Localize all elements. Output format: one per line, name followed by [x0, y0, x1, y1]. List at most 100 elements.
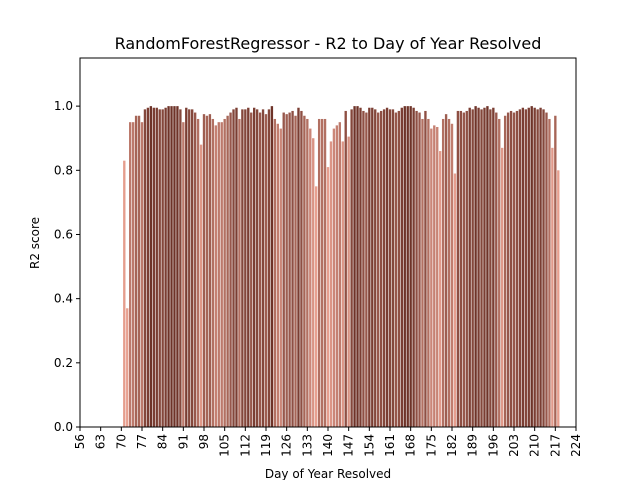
bar — [394, 112, 398, 428]
bar — [554, 115, 557, 427]
bar — [123, 160, 126, 427]
bar — [126, 308, 129, 427]
bar — [188, 109, 191, 428]
bar — [176, 106, 179, 427]
bar — [282, 112, 285, 428]
bar — [557, 170, 560, 427]
bar — [164, 107, 167, 428]
y-tick-label: 0.2 — [54, 356, 73, 370]
bar — [362, 110, 365, 427]
bar — [338, 122, 341, 427]
bar — [129, 122, 132, 427]
bar — [536, 109, 539, 428]
bar — [332, 128, 336, 427]
bar — [545, 112, 548, 428]
bar — [439, 151, 442, 427]
bar — [359, 107, 362, 428]
bar — [229, 112, 232, 428]
bar — [377, 112, 380, 428]
bar — [191, 109, 194, 428]
bar — [170, 106, 173, 427]
bar — [518, 109, 522, 428]
x-tick-label: 175 — [424, 434, 438, 457]
bar — [146, 107, 150, 428]
bar — [533, 107, 536, 428]
bar — [226, 115, 229, 427]
x-tick-label: 224 — [569, 434, 583, 457]
bar — [326, 167, 330, 428]
bar — [143, 109, 147, 428]
bar — [397, 110, 401, 427]
bar — [182, 122, 185, 427]
bar — [173, 106, 176, 427]
bar — [347, 136, 350, 427]
bar — [371, 107, 374, 428]
bar — [300, 110, 303, 427]
bar — [250, 112, 253, 428]
bar — [137, 115, 141, 427]
x-tick-label: 217 — [548, 434, 562, 457]
bar — [223, 118, 226, 428]
bar — [220, 122, 223, 427]
bar — [424, 110, 427, 427]
bar — [208, 114, 212, 428]
bar — [196, 118, 200, 428]
x-tick-label: 161 — [383, 434, 397, 457]
x-tick-label: 203 — [507, 434, 521, 457]
bar — [353, 106, 356, 427]
x-tick-label: 168 — [404, 434, 418, 457]
bar — [480, 109, 483, 428]
bar — [309, 128, 312, 427]
bar — [433, 125, 436, 428]
x-tick-label: 98 — [197, 434, 211, 449]
x-tick-label: 56 — [73, 434, 87, 449]
x-tick-label: 126 — [280, 434, 294, 457]
bar — [539, 107, 542, 428]
bar — [521, 107, 525, 428]
bar — [270, 106, 274, 427]
bar — [495, 112, 498, 428]
bar — [312, 138, 315, 427]
chart-title: RandomForestRegressor - R2 to Day of Yea… — [115, 34, 542, 53]
bar — [155, 107, 158, 428]
bar — [329, 141, 333, 427]
bar — [149, 106, 153, 427]
bar — [276, 123, 279, 427]
bar — [258, 112, 262, 428]
bar — [501, 147, 504, 427]
bar — [542, 109, 545, 428]
bar — [306, 118, 309, 428]
bar — [453, 173, 457, 427]
x-tick-label: 119 — [259, 434, 273, 457]
bar — [551, 147, 554, 427]
bar — [350, 109, 353, 428]
bar — [235, 107, 238, 428]
bar — [368, 107, 371, 428]
bar — [403, 106, 406, 427]
bar — [421, 118, 424, 428]
x-tick-label: 189 — [466, 434, 480, 457]
x-tick-label: 91 — [176, 434, 190, 449]
bar — [211, 118, 215, 428]
bar — [341, 141, 344, 427]
bar — [199, 144, 203, 428]
bar — [285, 114, 288, 428]
bar — [415, 110, 418, 427]
bar — [167, 106, 170, 427]
bar — [503, 115, 507, 427]
bar — [320, 118, 324, 428]
bar — [456, 110, 460, 427]
bar — [152, 107, 155, 428]
bar — [382, 109, 386, 428]
bar — [134, 115, 138, 427]
bar — [474, 106, 477, 427]
bar — [548, 118, 551, 428]
x-tick-label: 77 — [135, 434, 149, 449]
x-tick-label: 63 — [94, 434, 108, 449]
bar — [303, 115, 306, 427]
x-tick-label: 210 — [528, 434, 542, 457]
x-axis-label: Day of Year Resolved — [265, 467, 391, 480]
bar — [161, 109, 164, 428]
bar — [406, 106, 409, 427]
